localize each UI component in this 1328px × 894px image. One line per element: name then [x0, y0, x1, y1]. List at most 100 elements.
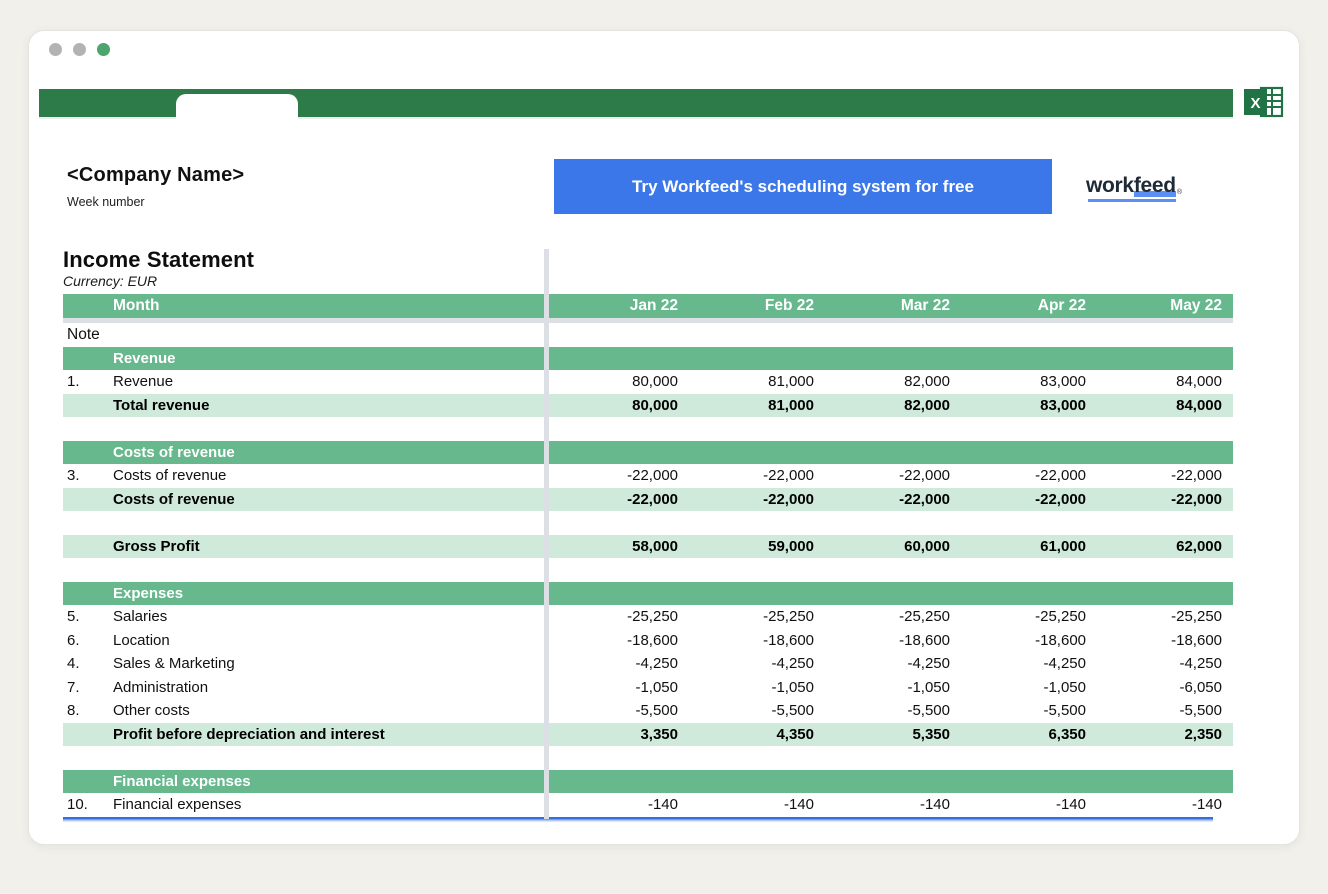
column-header-cell[interactable]: Feb 22 [764, 297, 814, 314]
row-label[interactable]: Other costs [113, 702, 190, 720]
value-cell[interactable]: 59,000 [768, 537, 814, 555]
value-cell[interactable]: 84,000 [1176, 373, 1222, 391]
value-cell[interactable]: -6,050 [1179, 678, 1222, 696]
column-header-cell[interactable]: Apr 22 [1037, 297, 1086, 314]
value-cell[interactable]: -4,250 [635, 655, 678, 673]
value-cell[interactable]: -25,250 [899, 608, 950, 626]
table-row-item: 8. Other costs -5,500 -5,500 -5,500 -5,500 -5,… [63, 699, 1233, 723]
value-cell[interactable]: -22,000 [1171, 467, 1222, 485]
value-cell[interactable]: 2,350 [1184, 725, 1222, 743]
workfeed-cta-button[interactable]: Try Workfeed's scheduling system for fre… [554, 159, 1052, 214]
row-label[interactable]: Costs of revenue [113, 467, 227, 485]
value-cell[interactable]: 6,350 [1048, 725, 1086, 743]
sheet-tab[interactable] [176, 94, 298, 128]
value-cell[interactable]: 82,000 [904, 396, 950, 414]
value-cell[interactable]: -1,050 [907, 678, 950, 696]
excel-icon[interactable]: X [1244, 85, 1284, 119]
value-cell[interactable]: -4,250 [1043, 655, 1086, 673]
value-cell[interactable]: -18,600 [627, 631, 678, 649]
value-cell[interactable]: -5,500 [771, 702, 814, 720]
value-cell[interactable]: -1,050 [1043, 678, 1086, 696]
value-cell[interactable]: -22,000 [763, 490, 814, 508]
value-cell[interactable]: -140 [1055, 796, 1086, 814]
value-cell[interactable]: 58,000 [632, 537, 678, 555]
value-cell[interactable]: 62,000 [1176, 537, 1222, 555]
value-cell[interactable]: 83,000 [1040, 373, 1086, 391]
row-label[interactable]: Profit before depreciation and interest [113, 725, 385, 743]
value-cell[interactable]: -5,500 [1179, 702, 1222, 720]
row-note-number[interactable]: 10. [67, 796, 88, 814]
value-cell[interactable]: 80,000 [632, 396, 678, 414]
column-header-cell[interactable]: May 22 [1170, 297, 1222, 314]
value-cell[interactable]: -25,250 [763, 608, 814, 626]
pane-divider-horizontal [63, 318, 1233, 323]
value-cell[interactable]: -1,050 [771, 678, 814, 696]
value-cell[interactable]: 81,000 [768, 373, 814, 391]
value-cell[interactable]: -22,000 [1035, 490, 1086, 508]
row-label[interactable]: Expenses [113, 584, 184, 602]
value-cell[interactable]: 5,350 [912, 725, 950, 743]
value-cell[interactable]: 84,000 [1176, 396, 1222, 414]
value-cell[interactable]: -18,600 [1035, 631, 1086, 649]
value-cell[interactable]: -22,000 [899, 467, 950, 485]
value-cell[interactable]: 60,000 [904, 537, 950, 555]
row-label[interactable]: Total revenue [113, 396, 210, 414]
column-header-cell[interactable]: Jan 22 [629, 297, 678, 314]
value-cell[interactable]: 83,000 [1040, 396, 1086, 414]
value-cell[interactable]: -1,050 [635, 678, 678, 696]
value-cell[interactable]: -18,600 [763, 631, 814, 649]
value-cell[interactable]: -22,000 [627, 467, 678, 485]
value-cell[interactable]: -25,250 [627, 608, 678, 626]
row-note-number[interactable]: 5. [67, 608, 80, 626]
row-label[interactable]: Location [113, 631, 170, 649]
table-row-total: Total revenue 80,000 81,000 82,000 83,000 84,… [63, 393, 1233, 417]
value-cell[interactable]: 80,000 [632, 373, 678, 391]
value-cell[interactable]: -5,500 [1043, 702, 1086, 720]
window-dot-icon[interactable] [97, 43, 110, 56]
column-header-cell[interactable]: Mar 22 [900, 297, 950, 314]
value-cell[interactable]: -5,500 [635, 702, 678, 720]
value-cell[interactable]: -5,500 [907, 702, 950, 720]
row-label[interactable]: Sales & Marketing [113, 655, 235, 673]
row-note-number[interactable]: 7. [67, 678, 80, 696]
window-dot-icon[interactable] [49, 43, 62, 56]
row-label[interactable]: Administration [113, 678, 209, 696]
row-label[interactable]: Gross Profit [113, 537, 200, 555]
value-cell[interactable]: -22,000 [1035, 467, 1086, 485]
value-cell[interactable]: -140 [783, 796, 814, 814]
column-header-month[interactable]: Month [113, 297, 160, 314]
value-cell[interactable]: -140 [647, 796, 678, 814]
value-cell[interactable]: -18,600 [899, 631, 950, 649]
value-cell[interactable]: -4,250 [907, 655, 950, 673]
value-cell[interactable]: -140 [1191, 796, 1222, 814]
row-note-number[interactable]: 4. [67, 655, 80, 673]
row-label[interactable]: Revenue [113, 349, 176, 367]
row-note-number[interactable]: 3. [67, 467, 80, 485]
value-cell[interactable]: -18,600 [1171, 631, 1222, 649]
value-cell[interactable]: 81,000 [768, 396, 814, 414]
value-cell[interactable]: -4,250 [771, 655, 814, 673]
row-label[interactable]: Salaries [113, 608, 168, 626]
row-note-number[interactable]: 1. [67, 373, 80, 391]
row-label[interactable]: Financial expenses [113, 796, 242, 814]
row-label[interactable]: Financial expenses [113, 772, 251, 790]
value-cell[interactable]: -25,250 [1171, 608, 1222, 626]
row-label[interactable]: Costs of revenue [113, 490, 235, 508]
row-label[interactable]: Costs of revenue [113, 443, 235, 461]
value-cell[interactable]: -140 [919, 796, 950, 814]
value-cell[interactable]: -22,000 [1171, 490, 1222, 508]
value-cell[interactable]: -25,250 [1035, 608, 1086, 626]
value-cell[interactable]: -22,000 [899, 490, 950, 508]
value-cell[interactable]: -22,000 [763, 467, 814, 485]
value-cell[interactable]: -22,000 [627, 490, 678, 508]
value-cell[interactable]: 4,350 [776, 725, 814, 743]
window-dot-icon[interactable] [73, 43, 86, 56]
value-cell[interactable]: 3,350 [640, 725, 678, 743]
row-label[interactable]: Revenue [113, 373, 174, 391]
value-cell[interactable]: 61,000 [1040, 537, 1086, 555]
row-note-number[interactable]: 8. [67, 702, 80, 720]
value-cell[interactable]: 82,000 [904, 373, 950, 391]
value-cell[interactable]: -4,250 [1179, 655, 1222, 673]
note-header-label[interactable]: Note [67, 325, 100, 343]
row-note-number[interactable]: 6. [67, 631, 80, 649]
